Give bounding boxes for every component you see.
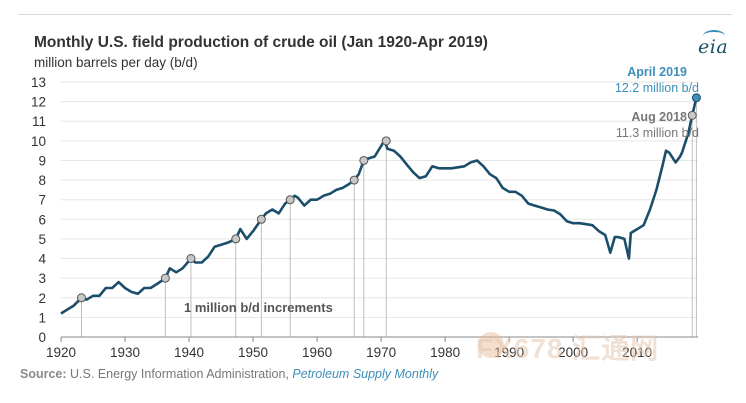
eia-logo-arc [703,30,725,42]
chart-title: Monthly U.S. field production of crude o… [34,34,488,51]
increment-marker-7 [349,175,359,185]
top-border [18,14,732,15]
annotation-value-2: 12.2 million b/d [615,81,699,95]
chart-subtitle: million barrels per day (b/d) [34,55,198,70]
source-publication-link[interactable]: Petroleum Supply Monthly [292,367,439,381]
y-tick-label-9: 9 [38,153,46,168]
y-tick-label-11: 11 [32,114,46,129]
increment-label: 1 million b/d increments [184,300,333,315]
annotation-value-1: 11.3 million b/d [616,126,699,140]
x-tick-label-1980: 1980 [430,345,460,360]
production-series-line [60,97,698,315]
y-tick-label-6: 6 [38,212,46,227]
y-tick-label-8: 8 [38,173,46,188]
increment-marker-2 [160,273,170,283]
x-tick-label-1990: 1990 [494,345,524,360]
watermark-icon [478,332,504,358]
y-tick-label-2: 2 [38,291,46,306]
increment-marker-5 [256,214,266,224]
eia-logo: eia [698,36,729,58]
increment-marker-9 [381,136,391,146]
markers-layer [76,93,701,303]
series-layer [60,97,698,315]
y-tick-label-1: 1 [38,310,46,325]
x-tick-label-1970: 1970 [366,345,396,360]
x-tick-label-1920: 1920 [46,345,76,360]
y-tick-label-13: 13 [31,75,46,90]
annotation-title-2: April 2019 [627,65,687,79]
x-tick-label-1940: 1940 [174,345,204,360]
increment-marker-1 [76,293,86,303]
watermark: FX678 汇通网 [476,333,660,364]
y-tick-label-4: 4 [38,252,46,267]
y-tick-label-12: 12 [31,95,46,110]
y-tick-label-10: 10 [31,134,46,149]
increment-marker-6 [285,195,295,205]
annotation-marker-2 [691,93,701,103]
labels-layer: 1 million b/d increments Aug 2018 11.3 mil… [184,65,699,315]
y-tick-label-7: 7 [38,193,46,208]
source-label: Source: [20,367,67,381]
source-text: U.S. Energy Information Administration, [70,367,289,381]
increment-marker-3 [186,254,196,264]
increment-marker-8 [359,155,369,165]
source-note: Source: U.S. Energy Information Administ… [20,367,438,381]
x-tick-label-2010: 2010 [622,345,652,360]
annotation-marker-1 [687,110,697,120]
x-tick-label-1950: 1950 [238,345,268,360]
drop-lines-layer [80,97,697,337]
x-tick-label-1960: 1960 [302,345,332,360]
x-tick-label-2000: 2000 [558,345,588,360]
y-tick-label-5: 5 [38,232,46,247]
y-tick-label-3: 3 [38,271,46,286]
annotation-title-1: Aug 2018 [631,110,687,124]
x-tick-label-1930: 1930 [110,345,140,360]
increment-marker-4 [231,234,241,244]
y-tick-label-0: 0 [38,330,46,345]
grid-layer [61,81,698,318]
